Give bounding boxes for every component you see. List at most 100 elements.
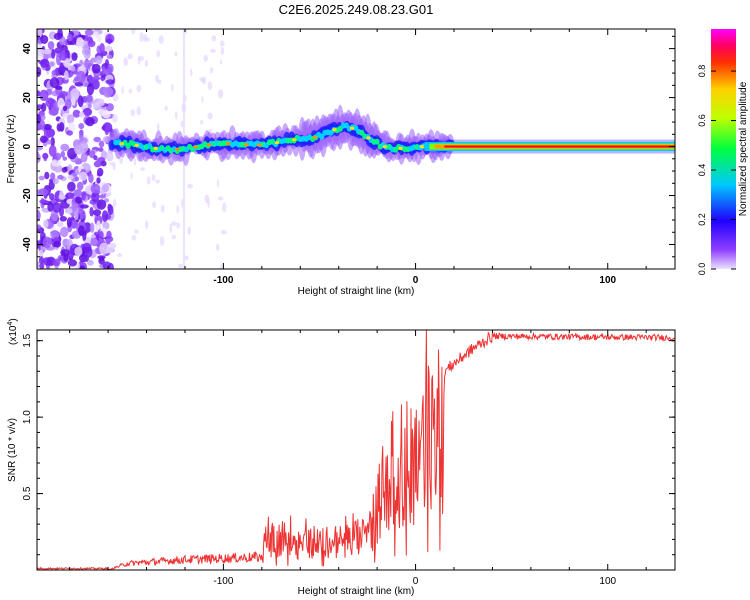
- y-tick-label: 0: [22, 143, 33, 149]
- noise-blob: [50, 172, 56, 181]
- noise-blob: [37, 66, 42, 77]
- signal-peak: [366, 136, 371, 140]
- haze-blob: [176, 222, 180, 229]
- haze-blob: [151, 174, 156, 182]
- noise-blob: [39, 199, 48, 204]
- haze-blob: [158, 35, 164, 44]
- noise-blob: [67, 181, 76, 192]
- snr-series-line: [37, 330, 675, 570]
- noise-blob: [40, 114, 46, 121]
- haze-blob: [187, 226, 191, 236]
- haze-blob: [139, 32, 144, 42]
- haze-blob: [138, 56, 145, 61]
- noise-blob: [96, 177, 101, 184]
- signal-peak: [349, 126, 355, 130]
- signal-peak: [193, 145, 198, 149]
- x-tick-label: 0: [413, 576, 419, 587]
- haze-blob: [217, 196, 224, 201]
- noise-blob: [83, 47, 91, 60]
- noise-blob: [42, 257, 53, 266]
- noise-blob: [66, 208, 73, 214]
- haze-blob: [119, 156, 124, 164]
- haze-blob: [146, 176, 151, 185]
- haze-blob: [128, 88, 133, 94]
- noise-blob: [39, 263, 45, 269]
- noise-blob: [104, 125, 110, 136]
- haze-blob: [112, 164, 116, 171]
- haze-blob: [131, 235, 137, 241]
- noise-blob: [47, 202, 54, 212]
- colorbar-gradient: [711, 29, 736, 269]
- snr-scale-exp: 4: [7, 322, 14, 326]
- noise-blob: [98, 194, 106, 199]
- y-tick-label: -20: [22, 188, 33, 203]
- noise-blob: [38, 188, 49, 197]
- haze-blob: [207, 81, 213, 91]
- chart-title: C2E6.2025.249.08.23.G01: [279, 2, 434, 17]
- noise-blob: [37, 29, 43, 38]
- haze-blob: [220, 229, 227, 235]
- y-tick-label: 1.5: [22, 333, 33, 347]
- haze-blob: [199, 120, 204, 125]
- colorbar: 0.0 0.2 0.4 0.6 0.8 Normalized spectral ampl…: [697, 29, 749, 275]
- haze-blob: [160, 204, 165, 213]
- haze-blob: [203, 54, 208, 62]
- signal-peak: [153, 146, 158, 150]
- noise-blob: [67, 34, 73, 42]
- noise-blob: [70, 65, 76, 72]
- noise-blob: [100, 160, 107, 167]
- y-tick-label: 20: [22, 92, 33, 104]
- noise-blob: [53, 240, 62, 248]
- noise-blob: [47, 139, 52, 145]
- colorbar-tick-label: 0.8: [697, 65, 707, 78]
- y-tick-label: 1.0: [22, 410, 33, 424]
- noise-blob: [59, 190, 64, 200]
- noise-blob: [91, 76, 101, 81]
- noise-blob: [59, 206, 64, 217]
- signal-peak: [244, 143, 249, 147]
- haze-blob: [111, 113, 118, 123]
- noise-blob: [99, 43, 105, 54]
- colorbar-label: Normalized spectral amplitude: [738, 81, 749, 216]
- noise-blob: [58, 122, 65, 132]
- haze-blob: [155, 179, 160, 184]
- noise-blob: [43, 219, 49, 229]
- colorbar-tick-label: 0.0: [697, 263, 707, 276]
- noise-blob: [44, 171, 50, 180]
- signal-peak: [206, 143, 212, 147]
- noise-blob: [48, 145, 57, 157]
- colorbar-tick-label: 0.6: [697, 114, 707, 127]
- haze-blob: [171, 83, 174, 92]
- haze-blob: [136, 106, 141, 116]
- svg-text:(x104): (x104): [7, 318, 19, 345]
- noise-blob: [39, 58, 50, 68]
- noise-blob: [95, 55, 103, 65]
- noise-blob: [106, 150, 114, 162]
- noise-blob: [57, 29, 63, 39]
- colorbar-tick-label: 0.2: [697, 213, 707, 226]
- noise-blob: [87, 103, 92, 109]
- haze-blob: [171, 221, 177, 226]
- snr-frame: [36, 329, 676, 571]
- y-tick-label: 0.5: [22, 486, 33, 500]
- signal-peak: [382, 145, 387, 149]
- noise-blob: [42, 236, 52, 249]
- noise-blob: [77, 95, 84, 108]
- snr-panel: -100 0 100 0.5 1.0 1.5 Height of straight li…: [7, 318, 676, 597]
- noise-blob: [37, 152, 41, 164]
- noise-blob: [50, 137, 55, 147]
- noise-blob: [105, 79, 115, 85]
- noise-blob: [106, 230, 112, 240]
- haze-blob: [112, 198, 117, 208]
- noise-blob: [96, 220, 101, 231]
- noise-blob: [39, 89, 49, 101]
- haze-blob: [130, 109, 136, 117]
- noise-blob: [84, 29, 94, 36]
- noise-blob: [66, 217, 72, 228]
- noise-blob: [78, 225, 85, 236]
- noise-blob: [82, 242, 92, 252]
- noise-blob: [78, 171, 88, 181]
- noise-blob: [47, 41, 55, 50]
- noise-blob: [37, 141, 41, 147]
- noise-blob: [74, 246, 83, 257]
